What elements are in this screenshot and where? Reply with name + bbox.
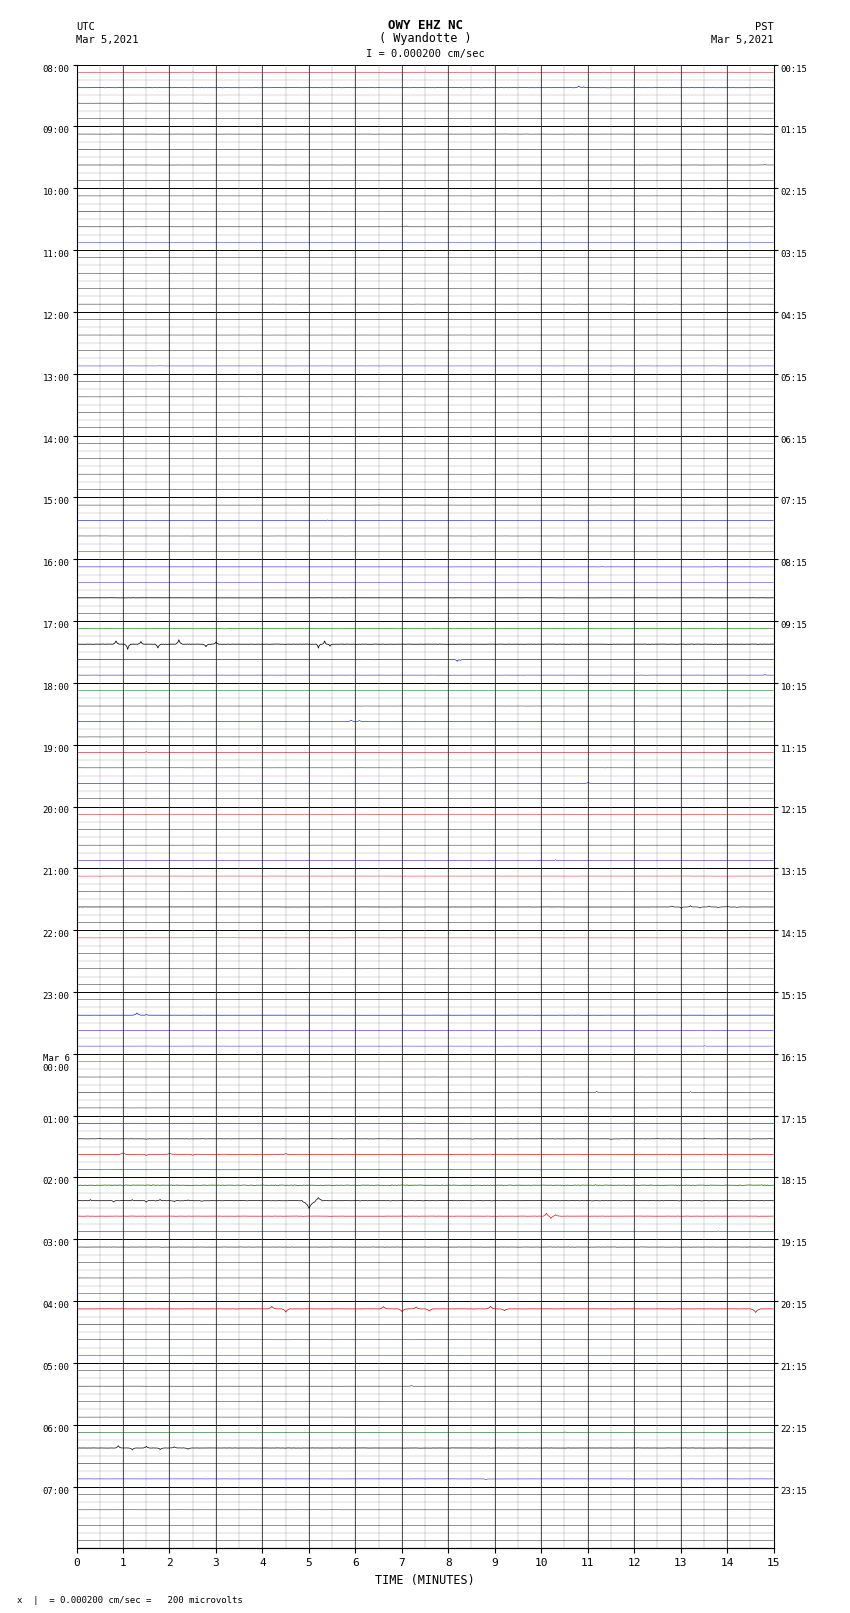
Text: PST: PST	[755, 23, 774, 32]
Text: x  |  = 0.000200 cm/sec =   200 microvolts: x | = 0.000200 cm/sec = 200 microvolts	[17, 1595, 243, 1605]
Text: UTC: UTC	[76, 23, 95, 32]
Text: ( Wyandotte ): ( Wyandotte )	[379, 32, 471, 45]
Text: Mar 5,2021: Mar 5,2021	[711, 35, 774, 45]
Text: OWY EHZ NC: OWY EHZ NC	[388, 19, 462, 32]
X-axis label: TIME (MINUTES): TIME (MINUTES)	[375, 1574, 475, 1587]
Text: I = 0.000200 cm/sec: I = 0.000200 cm/sec	[366, 48, 484, 58]
Text: Mar 5,2021: Mar 5,2021	[76, 35, 139, 45]
